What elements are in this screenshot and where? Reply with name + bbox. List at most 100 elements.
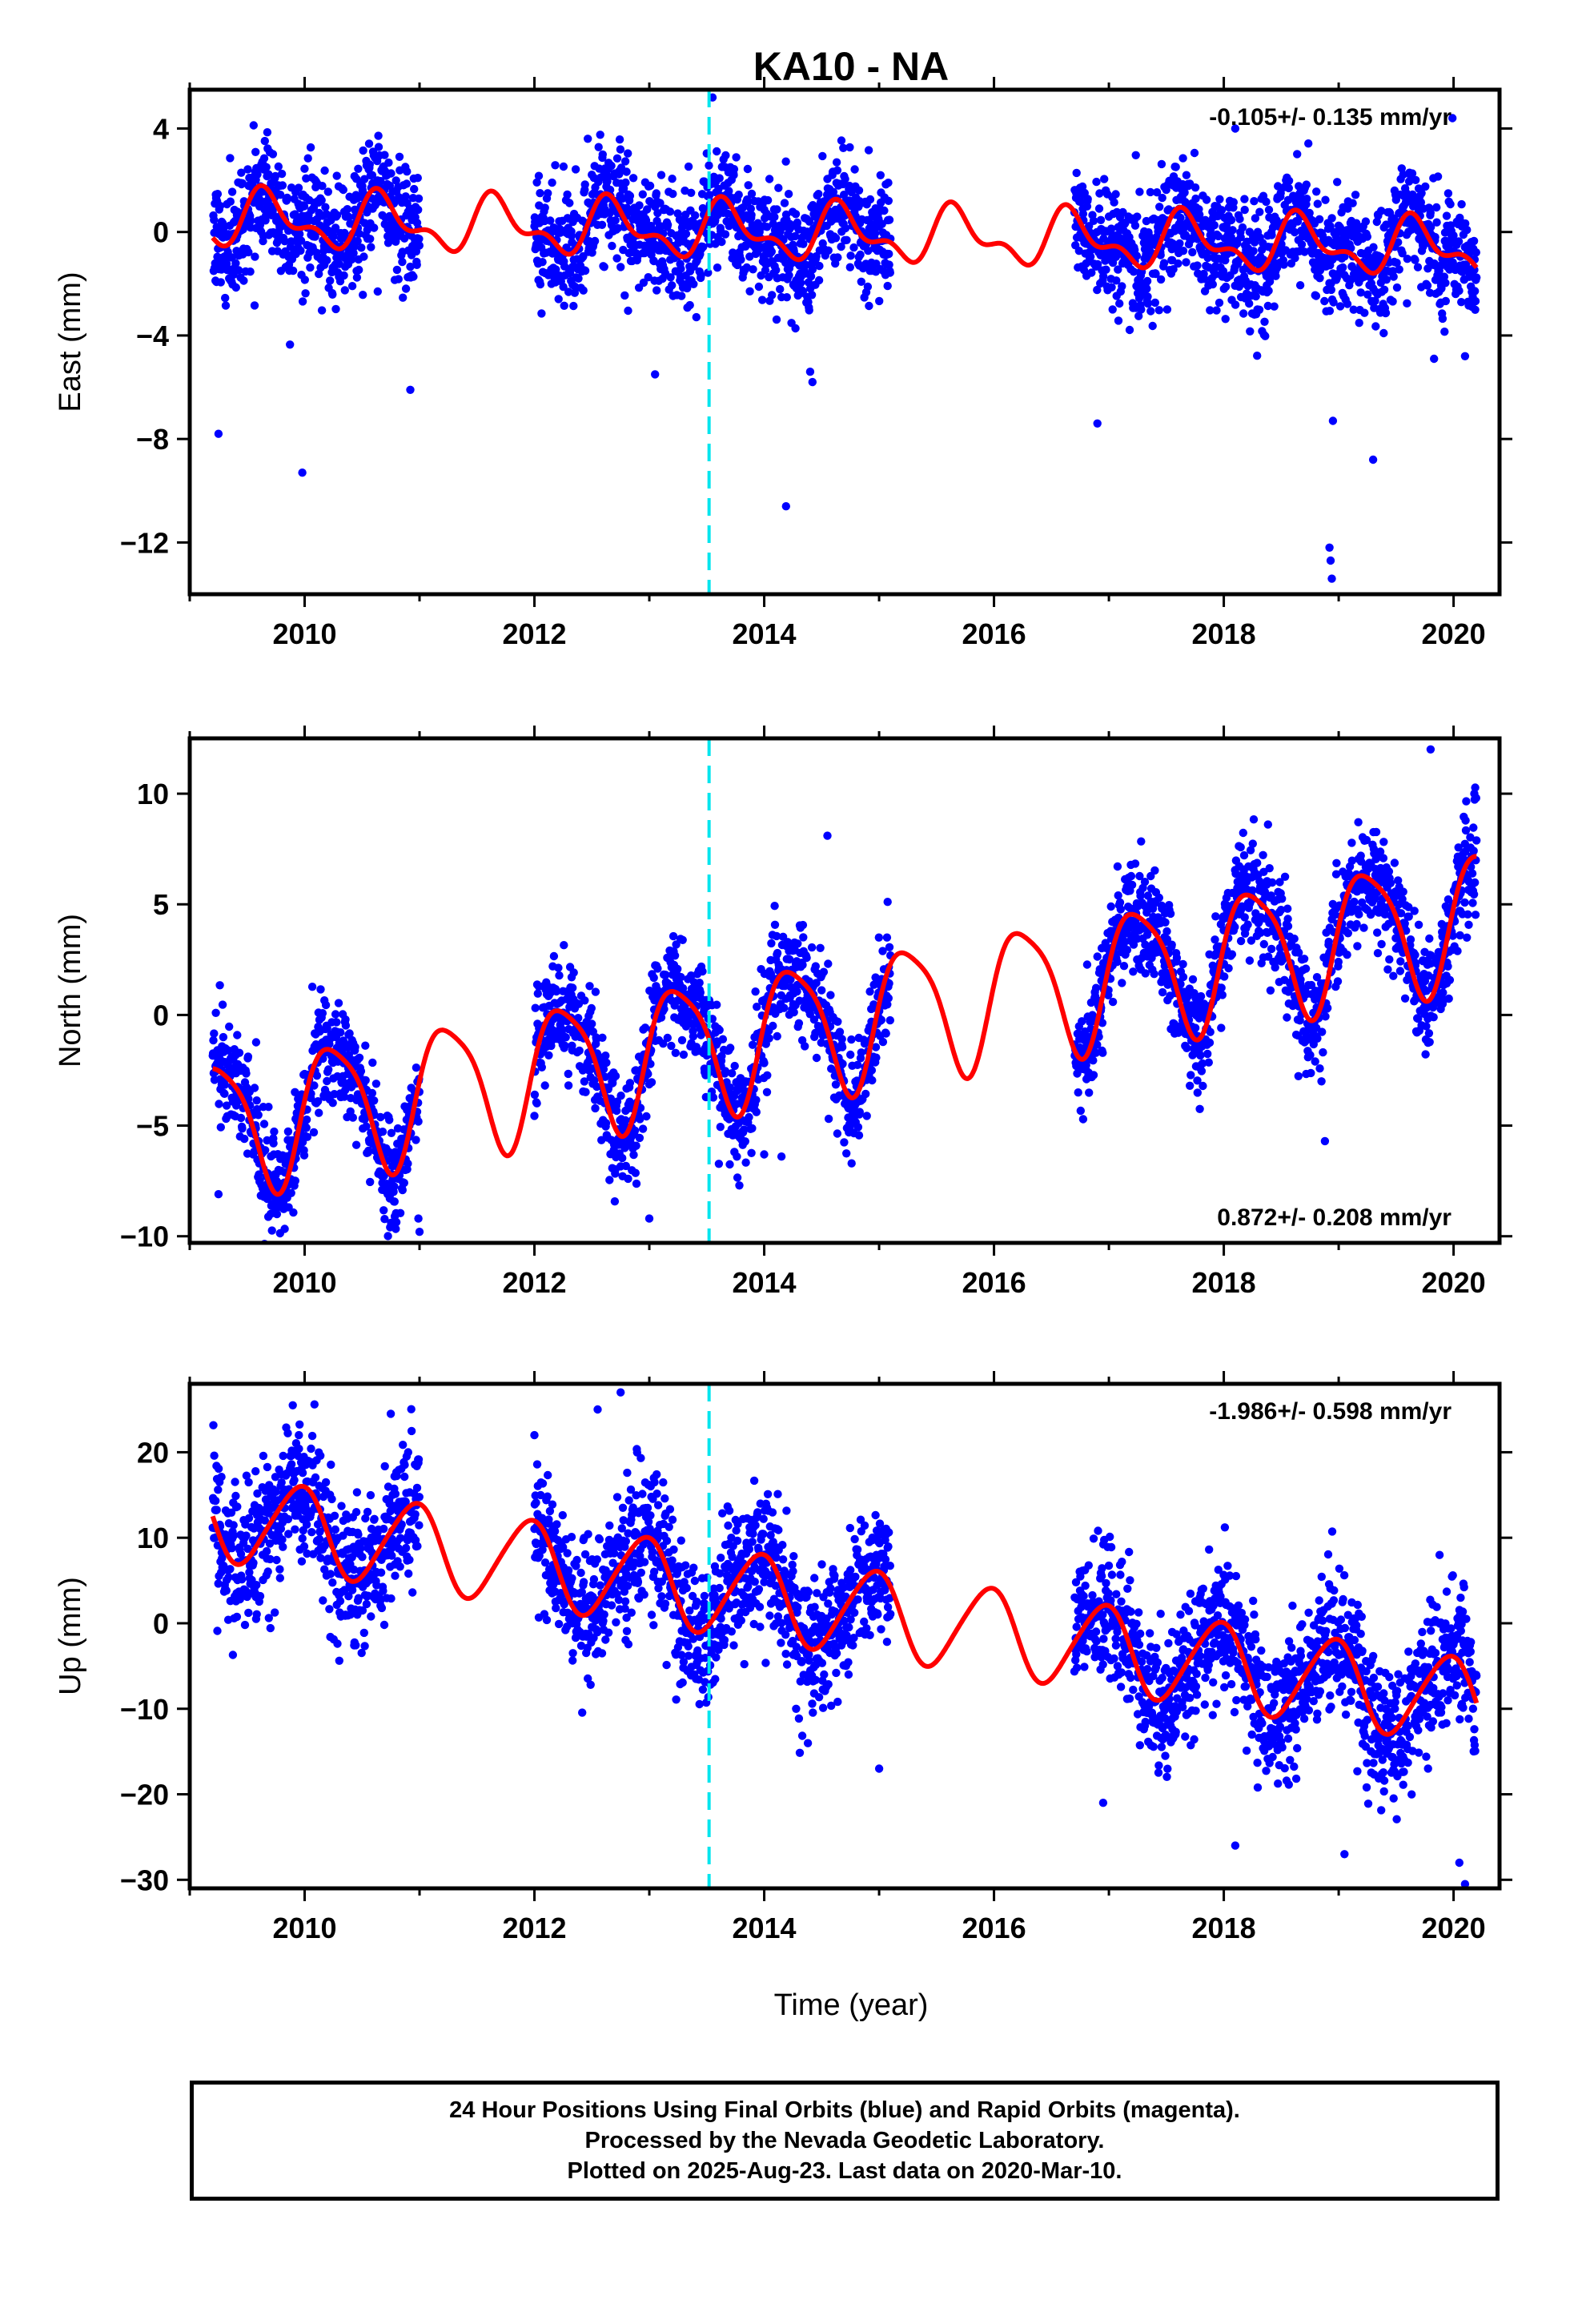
data-point xyxy=(773,205,781,214)
data-point xyxy=(721,230,730,239)
data-point xyxy=(1227,232,1235,242)
x-tick-label: 2020 xyxy=(1422,617,1486,650)
data-point xyxy=(347,255,356,264)
data-point xyxy=(551,161,560,170)
data-point xyxy=(1270,302,1279,311)
data-point xyxy=(1078,1115,1088,1124)
data-point xyxy=(1388,297,1397,306)
data-point xyxy=(580,1077,589,1086)
data-point xyxy=(656,171,666,179)
data-point xyxy=(833,1017,842,1027)
data-point xyxy=(1180,188,1189,197)
data-point xyxy=(1193,1088,1203,1097)
data-point xyxy=(364,1146,373,1156)
points-north xyxy=(208,745,1481,1243)
data-point xyxy=(745,287,754,296)
data-point xyxy=(560,301,568,310)
data-point xyxy=(540,1081,549,1090)
data-point xyxy=(611,216,620,225)
data-point xyxy=(656,1013,666,1022)
data-point xyxy=(668,281,677,290)
data-point xyxy=(255,1170,263,1179)
data-point xyxy=(580,266,590,275)
data-point xyxy=(1143,299,1153,308)
x-tick-label: 2012 xyxy=(502,617,566,650)
data-point xyxy=(837,242,845,251)
data-point xyxy=(883,898,892,907)
data-point xyxy=(773,1031,781,1041)
data-point xyxy=(580,180,589,189)
data-point xyxy=(1098,1019,1107,1027)
data-point xyxy=(1246,327,1255,336)
data-point xyxy=(1126,871,1136,881)
data-point xyxy=(1142,284,1151,293)
data-point xyxy=(1134,312,1143,320)
data-point xyxy=(784,190,793,199)
data-point xyxy=(286,340,295,349)
data-point xyxy=(669,189,677,199)
data-point xyxy=(310,1081,319,1090)
data-point xyxy=(328,1099,337,1108)
data-point xyxy=(237,168,246,177)
data-point xyxy=(1087,268,1096,277)
data-point xyxy=(322,210,331,219)
data-point xyxy=(289,1208,298,1217)
data-point xyxy=(1265,277,1275,286)
data-point xyxy=(394,275,403,283)
data-point xyxy=(1089,1071,1098,1080)
data-point xyxy=(1472,248,1481,257)
data-point xyxy=(390,1197,399,1206)
data-point xyxy=(845,263,855,271)
data-point xyxy=(559,162,568,171)
data-point xyxy=(227,253,236,262)
data-point xyxy=(536,189,544,198)
data-point xyxy=(252,1096,261,1105)
data-point xyxy=(367,243,375,251)
data-point xyxy=(1178,972,1188,982)
data-point xyxy=(713,263,722,272)
data-point xyxy=(831,1080,841,1089)
data-point xyxy=(404,1159,412,1168)
data-point xyxy=(598,150,607,159)
data-point xyxy=(1137,305,1146,314)
data-point xyxy=(262,163,271,171)
data-point xyxy=(1176,979,1185,989)
data-point xyxy=(692,312,701,322)
data-point xyxy=(575,1046,584,1055)
data-point xyxy=(816,943,825,953)
data-point xyxy=(376,1112,385,1122)
data-point xyxy=(1118,979,1126,987)
data-point xyxy=(1454,237,1464,246)
data-point xyxy=(728,1069,737,1078)
data-point xyxy=(1171,163,1180,171)
data-point xyxy=(1143,292,1152,301)
data-point xyxy=(1293,150,1302,159)
data-point xyxy=(292,1108,301,1118)
data-point xyxy=(740,1125,749,1134)
data-point xyxy=(317,195,326,205)
data-point xyxy=(548,178,556,187)
data-point xyxy=(1135,187,1144,196)
data-point xyxy=(679,1050,689,1059)
outlier-point xyxy=(1231,124,1240,133)
data-point xyxy=(812,979,821,987)
data-point xyxy=(643,205,652,214)
data-point xyxy=(596,131,604,139)
data-point xyxy=(1279,260,1288,269)
data-point xyxy=(826,991,835,999)
data-point xyxy=(579,286,588,295)
data-point xyxy=(769,219,777,228)
data-point xyxy=(567,231,576,240)
data-point xyxy=(1290,227,1299,237)
data-point xyxy=(235,1048,244,1057)
data-point xyxy=(782,293,791,302)
data-point xyxy=(540,203,549,212)
data-point xyxy=(835,1027,845,1036)
data-point xyxy=(303,1132,312,1141)
data-point xyxy=(838,1059,847,1068)
data-point xyxy=(1083,195,1092,203)
data-point xyxy=(216,278,225,287)
data-point xyxy=(374,131,383,140)
data-point xyxy=(530,1112,539,1120)
